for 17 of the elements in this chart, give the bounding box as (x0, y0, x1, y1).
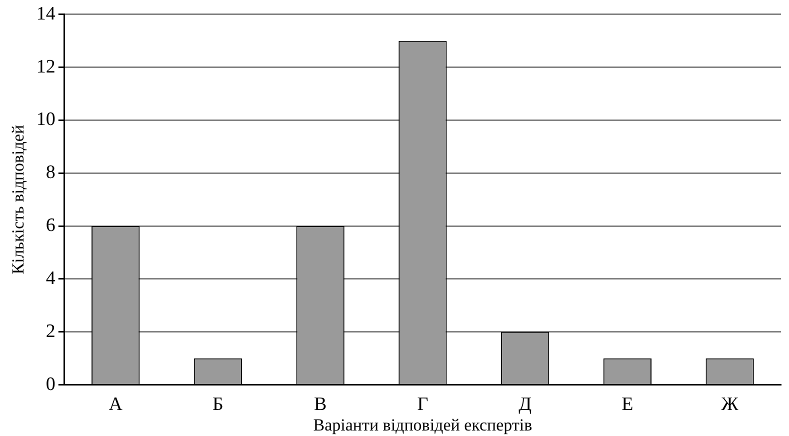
y-tick-label: 0 (46, 374, 56, 395)
y-tick-label: 2 (46, 320, 56, 342)
x-tick-label: А (108, 394, 123, 416)
y-tick-label: 4 (46, 268, 56, 289)
x-tick-label: Г (417, 394, 428, 416)
y-tick-label: 10 (36, 109, 56, 130)
x-tick-label: Б (212, 394, 224, 416)
x-tick-label: Д (518, 394, 532, 416)
y-tick-label: 6 (46, 215, 56, 236)
x-tick-label: Е (622, 394, 634, 416)
y-axis-title: Кількість відповідей (8, 124, 28, 274)
x-tick-label: В (314, 394, 327, 416)
y-tick-label: 14 (36, 3, 56, 24)
x-axis-title: Варіанти відповідей експертів (313, 415, 532, 434)
x-tick-label: Ж (721, 394, 740, 416)
y-tick-label: 12 (36, 56, 56, 78)
y-tick-label: 8 (46, 162, 56, 184)
